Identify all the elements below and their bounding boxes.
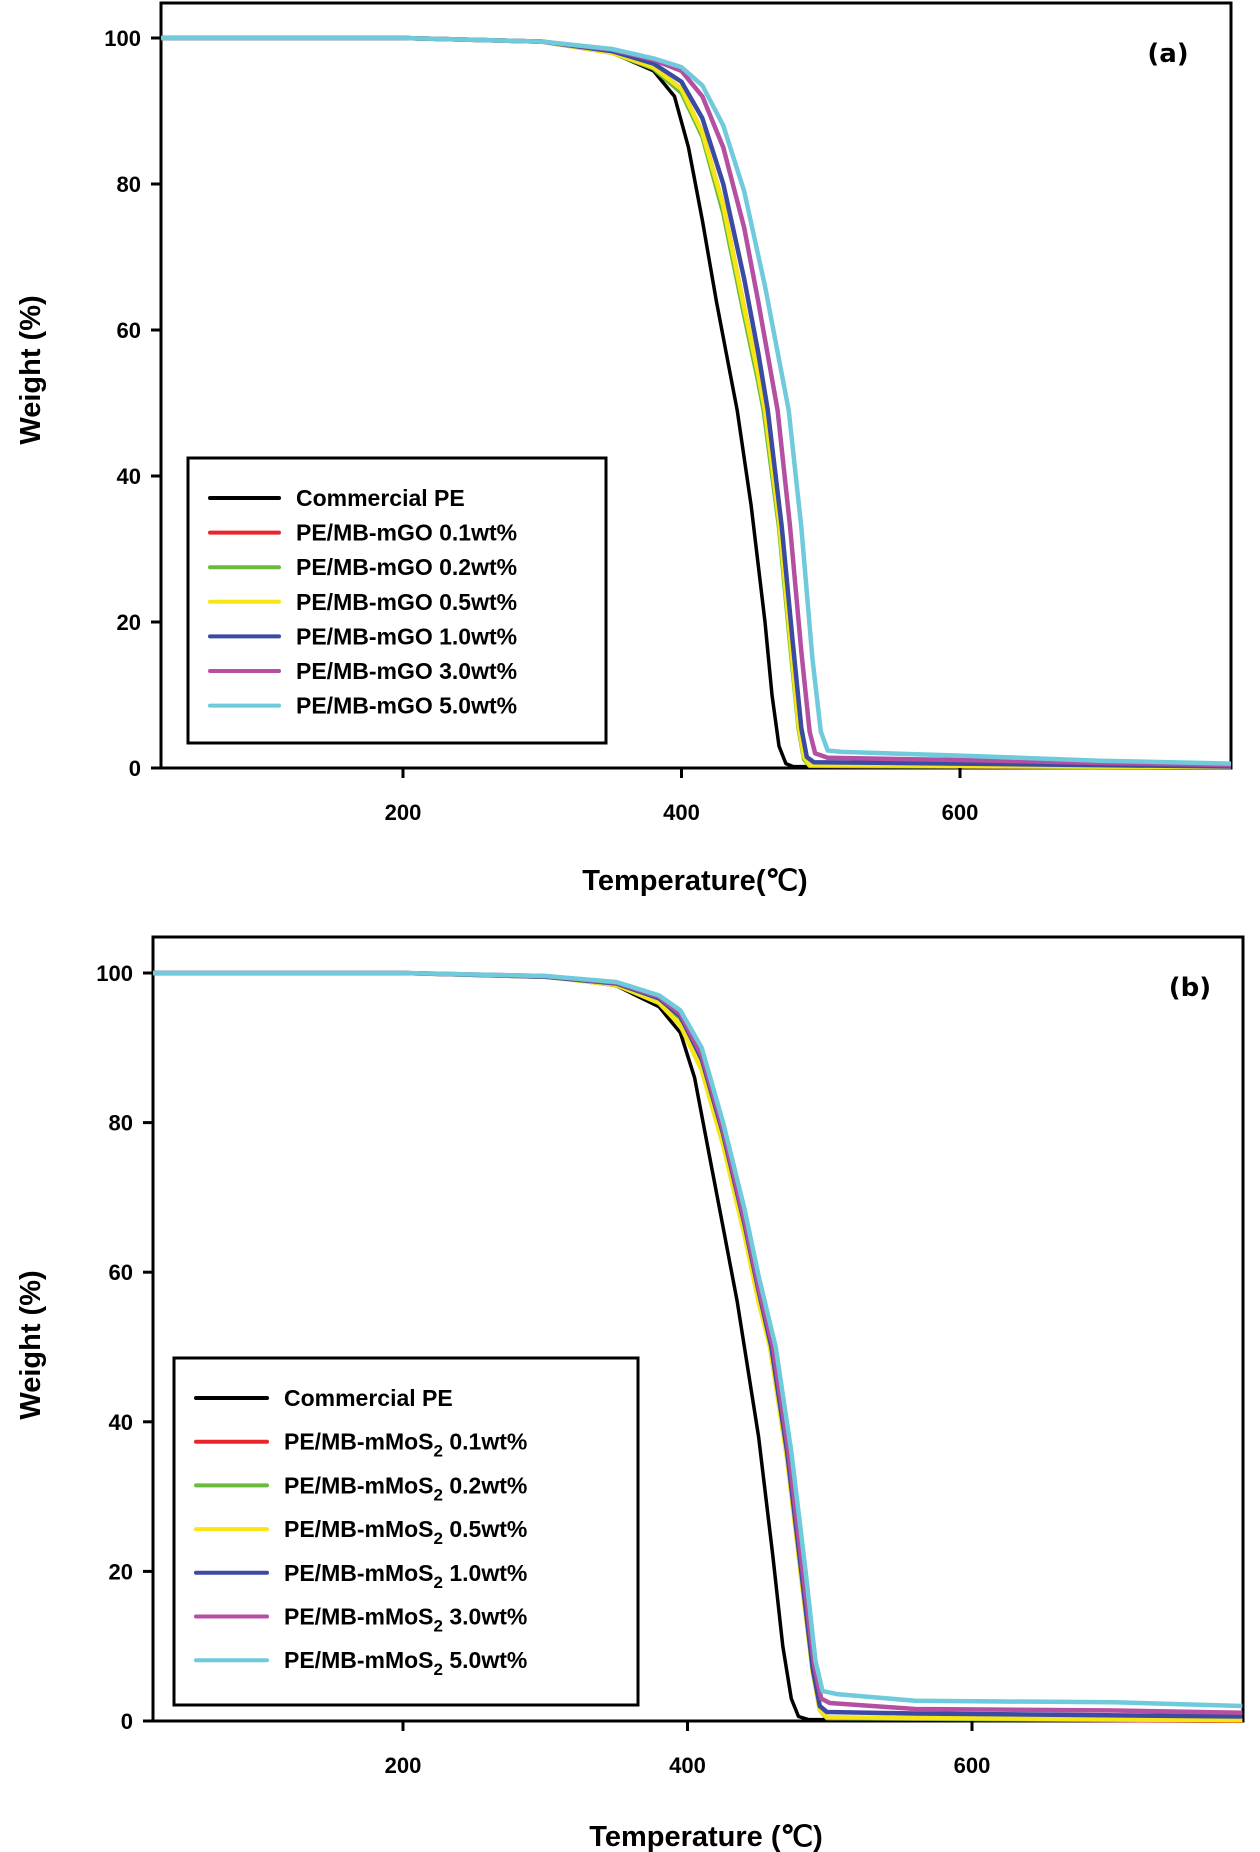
- legend-item: PE/MB-mMoS2 1.0wt%: [194, 1560, 527, 1592]
- y-ticks-a: 0 20 40 60 80 100: [104, 26, 161, 781]
- x-ticks-b: 200 400 600: [385, 1721, 991, 1778]
- legend-label: PE/MB-mMoS2 3.0wt%: [284, 1604, 527, 1636]
- legend-item: PE/MB-mGO 1.0wt%: [208, 623, 517, 649]
- x-axis-title-a: Temperature(℃): [582, 865, 807, 897]
- legend-label: PE/MB-mMoS2 0.1wt%: [284, 1429, 527, 1461]
- x-tick-label: 600: [954, 1753, 991, 1778]
- legend-label: PE/MB-mMoS2 0.5wt%: [284, 1516, 527, 1548]
- legend-item: PE/MB-mMoS2 5.0wt%: [194, 1647, 527, 1679]
- x-ticks-a: 200 400 600: [385, 768, 979, 825]
- legend-label: Commercial PE: [284, 1385, 453, 1411]
- legend-label: Commercial PE: [296, 485, 465, 511]
- legend-label: PE/MB-mGO 0.2wt%: [296, 554, 517, 580]
- legend-frame-b: [172, 1356, 640, 1707]
- series-line-a-6: [161, 35, 1231, 766]
- legend-label: PE/MB-mGO 0.5wt%: [296, 589, 517, 615]
- panel-label-a: (a): [1147, 39, 1188, 69]
- x-tick-label: 200: [385, 1753, 422, 1778]
- y-tick-label: 40: [117, 464, 141, 489]
- y-axis-title-b: Weight (%): [15, 1270, 47, 1419]
- legend-label: PE/MB-mMoS2 0.2wt%: [284, 1472, 527, 1504]
- y-tick-label: 100: [96, 961, 133, 986]
- legend-label: PE/MB-mMoS2 5.0wt%: [284, 1647, 527, 1679]
- curves-a: [161, 35, 1231, 770]
- legend-item: PE/MB-mGO 5.0wt%: [208, 693, 517, 719]
- legend-item: PE/MB-mGO 0.1wt%: [208, 520, 517, 546]
- legend-item: PE/MB-mMoS2 0.5wt%: [194, 1516, 527, 1548]
- y-tick-label: 80: [117, 172, 141, 197]
- legend-label: PE/MB-mGO 1.0wt%: [296, 623, 517, 649]
- y-tick-label: 40: [109, 1410, 133, 1435]
- y-tick-label: 60: [109, 1260, 133, 1285]
- x-tick-label: 400: [663, 800, 700, 825]
- legend-a: Commercial PE PE/MB-mGO 0.1wt% PE/MB-mGO 0…: [186, 456, 608, 745]
- y-tick-label: 100: [104, 26, 141, 51]
- curves-b: [153, 970, 1243, 1723]
- y-tick-label: 20: [117, 610, 141, 635]
- y-tick-label: 80: [109, 1111, 133, 1136]
- panel-b: 0 20 40 60 80 100 200 400 600 (b) Temperature (…: [15, 935, 1245, 1852]
- x-tick-label: 400: [669, 1753, 706, 1778]
- y-tick-label: 20: [109, 1559, 133, 1584]
- plot-frame-a: [159, 1, 1233, 770]
- plot-frame-b: [151, 935, 1245, 1723]
- y-axis-title-a: Weight (%): [15, 295, 47, 444]
- x-axis-title-b: Temperature (℃): [589, 1821, 822, 1852]
- panel-a: 0 20 40 60 80 100 200 400 600 (a) Temperature(℃…: [15, 1, 1233, 897]
- y-ticks-b: 0 20 40 60 80 100: [96, 961, 153, 1734]
- legend-item: Commercial PE: [208, 485, 465, 511]
- x-tick-label: 600: [942, 800, 979, 825]
- legend-label: PE/MB-mGO 3.0wt%: [296, 658, 517, 684]
- y-tick-label: 0: [121, 1709, 133, 1734]
- legend-item: PE/MB-mMoS2 0.1wt%: [194, 1429, 527, 1461]
- legend-label: PE/MB-mMoS2 1.0wt%: [284, 1560, 527, 1592]
- legend-item: PE/MB-mMoS2 0.2wt%: [194, 1472, 527, 1504]
- legend-item: Commercial PE: [194, 1385, 453, 1411]
- series-line-b-6: [153, 970, 1243, 1709]
- y-tick-label: 60: [117, 318, 141, 343]
- legend-item: PE/MB-mGO 3.0wt%: [208, 658, 517, 684]
- legend-item: PE/MB-mGO 0.5wt%: [208, 589, 517, 615]
- legend-item: PE/MB-mGO 0.2wt%: [208, 554, 517, 580]
- y-tick-label: 0: [129, 756, 141, 781]
- panel-label-b: (b): [1169, 973, 1211, 1003]
- legend-item: PE/MB-mMoS2 3.0wt%: [194, 1604, 527, 1636]
- legend-label: PE/MB-mGO 5.0wt%: [296, 693, 517, 719]
- x-tick-label: 200: [385, 800, 422, 825]
- legend-label: PE/MB-mGO 0.1wt%: [296, 520, 517, 546]
- legend-b: Commercial PE PE/MB-mMoS2 0.1wt% PE/MB-mMo…: [172, 1356, 640, 1707]
